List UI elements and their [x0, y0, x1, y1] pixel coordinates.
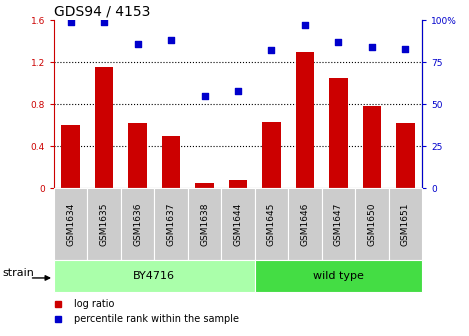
Point — [268, 48, 275, 53]
Bar — [229, 180, 247, 188]
Bar — [154, 188, 188, 260]
Text: GSM1638: GSM1638 — [200, 203, 209, 246]
Bar — [363, 106, 381, 188]
Point — [134, 41, 141, 46]
Text: GSM1644: GSM1644 — [234, 203, 242, 246]
Bar — [87, 188, 121, 260]
Point — [401, 46, 409, 51]
Bar — [54, 260, 255, 292]
Bar — [54, 188, 87, 260]
Bar — [288, 188, 322, 260]
Bar — [221, 188, 255, 260]
Text: GSM1635: GSM1635 — [99, 203, 109, 246]
Text: BY4716: BY4716 — [133, 271, 175, 281]
Bar — [355, 188, 389, 260]
Bar — [389, 188, 422, 260]
Point — [67, 19, 75, 25]
Bar — [262, 122, 280, 188]
Text: GSM1636: GSM1636 — [133, 203, 142, 246]
Point — [335, 39, 342, 45]
Point — [301, 23, 309, 28]
Bar — [322, 188, 355, 260]
Bar — [255, 260, 422, 292]
Text: GSM1651: GSM1651 — [401, 203, 410, 246]
Bar — [296, 52, 314, 188]
Text: GSM1647: GSM1647 — [334, 203, 343, 246]
Text: log ratio: log ratio — [74, 299, 114, 309]
Bar — [196, 183, 214, 188]
Point — [100, 19, 108, 25]
Point — [234, 88, 242, 93]
Text: strain: strain — [3, 267, 35, 278]
Point — [167, 38, 175, 43]
Text: percentile rank within the sample: percentile rank within the sample — [74, 314, 239, 324]
Point — [368, 44, 376, 50]
Text: wild type: wild type — [313, 271, 364, 281]
Bar — [61, 125, 80, 188]
Text: GSM1645: GSM1645 — [267, 203, 276, 246]
Bar — [188, 188, 221, 260]
Bar — [255, 188, 288, 260]
Bar — [329, 78, 348, 188]
Text: GSM1650: GSM1650 — [367, 203, 377, 246]
Text: GSM1634: GSM1634 — [66, 203, 75, 246]
Bar — [129, 123, 147, 188]
Text: GSM1646: GSM1646 — [301, 203, 310, 246]
Text: GSM1637: GSM1637 — [166, 203, 175, 246]
Bar — [162, 136, 180, 188]
Point — [201, 93, 208, 98]
Text: GDS94 / 4153: GDS94 / 4153 — [54, 5, 150, 19]
Bar — [95, 68, 113, 188]
Bar — [121, 188, 154, 260]
Bar — [396, 123, 415, 188]
